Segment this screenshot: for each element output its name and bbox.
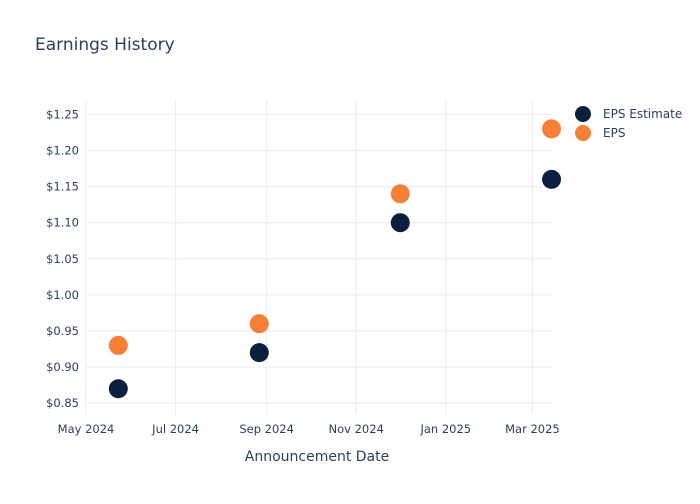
- x-tick-label: Mar 2025: [505, 422, 560, 436]
- legend-label[interactable]: EPS Estimate: [603, 107, 682, 121]
- tick-layer: May 2024 Jul 2024 Sep 2024 Nov 2024 Jan 2025…: [46, 107, 560, 436]
- chart-title: Earnings History: [35, 35, 175, 55]
- data-point[interactable]: [108, 335, 128, 355]
- x-tick-label: Nov 2024: [329, 422, 384, 436]
- y-tick-label: $0.95: [46, 324, 79, 338]
- data-point[interactable]: [108, 379, 128, 399]
- y-tick-label: $1.20: [46, 144, 79, 158]
- x-axis-title: Announcement Date: [245, 449, 389, 465]
- data-point[interactable]: [390, 213, 410, 233]
- y-tick-label: $1.25: [46, 107, 79, 121]
- y-tick-label: $1.05: [46, 252, 79, 266]
- x-tick-label: Jan 2025: [419, 422, 471, 436]
- point-layer: [108, 119, 562, 399]
- data-point[interactable]: [249, 343, 269, 363]
- legend-marker[interactable]: [575, 125, 591, 141]
- x-tick-label: Sep 2024: [239, 422, 294, 436]
- legend-marker[interactable]: [575, 106, 591, 122]
- legend-label[interactable]: EPS: [603, 126, 625, 140]
- legend[interactable]: EPS Estimate EPS: [575, 106, 682, 141]
- y-tick-label: $0.85: [46, 396, 79, 410]
- y-tick-label: $0.90: [46, 360, 79, 374]
- data-point[interactable]: [542, 169, 562, 189]
- data-point[interactable]: [542, 119, 562, 139]
- y-tick-label: $1.15: [46, 180, 79, 194]
- x-tick-label: May 2024: [58, 422, 115, 436]
- data-point[interactable]: [390, 184, 410, 204]
- grid-layer: [85, 100, 553, 414]
- x-tick-label: Jul 2024: [151, 422, 199, 436]
- data-point[interactable]: [249, 314, 269, 334]
- y-tick-label: $1.00: [46, 288, 79, 302]
- y-tick-label: $1.10: [46, 216, 79, 230]
